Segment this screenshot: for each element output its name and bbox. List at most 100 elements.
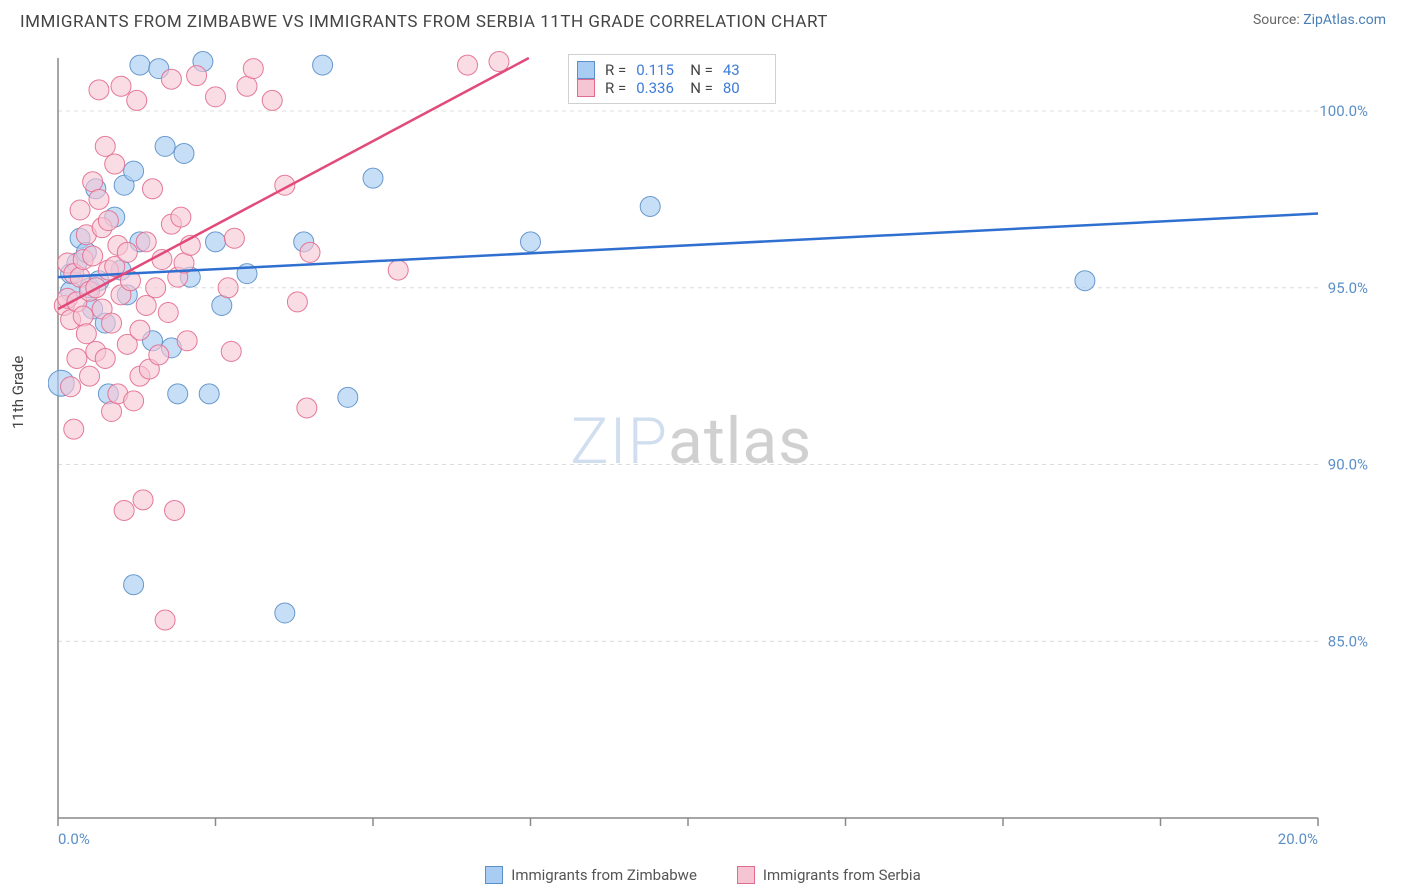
swatch-zimbabwe: [577, 61, 595, 79]
data-point-zimbabwe: [155, 136, 175, 156]
swatch-serbia: [577, 79, 595, 97]
trend-line-zimbabwe: [58, 214, 1318, 278]
source-link[interactable]: ZipAtlas.com: [1303, 12, 1386, 28]
data-point-serbia: [187, 66, 207, 86]
svg-text:100.0%: 100.0%: [1319, 102, 1368, 120]
data-point-serbia: [237, 76, 257, 96]
data-point-serbia: [73, 306, 93, 326]
data-point-serbia: [89, 80, 109, 100]
data-point-serbia: [102, 313, 122, 333]
data-point-serbia: [83, 246, 103, 266]
data-point-serbia: [262, 90, 282, 110]
data-point-zimbabwe: [124, 575, 144, 595]
data-point-zimbabwe: [174, 143, 194, 163]
data-point-serbia: [70, 200, 90, 220]
data-point-serbia: [146, 278, 166, 298]
bottom-legend: Immigrants from Zimbabwe Immigrants from …: [0, 866, 1406, 884]
stat-row-zimbabwe: R = 0.115 N = 43: [577, 61, 767, 79]
chart-area: 11th Grade 85.0%90.0%95.0%100.0%0.0%20.0…: [48, 48, 1386, 852]
data-point-serbia: [143, 179, 163, 199]
stat-r-value: 0.336: [636, 79, 680, 97]
data-point-zimbabwe: [124, 161, 144, 181]
data-point-zimbabwe: [199, 384, 219, 404]
svg-text:95.0%: 95.0%: [1328, 279, 1368, 297]
data-point-serbia: [117, 242, 137, 262]
data-point-serbia: [133, 490, 153, 510]
data-point-serbia: [124, 391, 144, 411]
legend-item-serbia: Immigrants from Serbia: [737, 866, 921, 884]
data-point-zimbabwe: [521, 232, 541, 252]
stat-n-label: N =: [690, 61, 713, 79]
data-point-serbia: [95, 348, 115, 368]
data-point-serbia: [76, 324, 96, 344]
data-point-zimbabwe: [206, 232, 226, 252]
data-point-zimbabwe: [212, 295, 232, 315]
data-point-serbia: [158, 303, 178, 323]
svg-text:0.0%: 0.0%: [58, 830, 90, 848]
chart-title: IMMIGRANTS FROM ZIMBABWE VS IMMIGRANTS F…: [20, 12, 828, 32]
data-point-serbia: [177, 331, 197, 351]
data-point-serbia: [114, 500, 134, 520]
legend-swatch-serbia: [737, 866, 755, 884]
data-point-serbia: [111, 76, 131, 96]
svg-text:85.0%: 85.0%: [1328, 632, 1368, 650]
data-point-zimbabwe: [275, 603, 295, 623]
data-point-zimbabwe: [168, 384, 188, 404]
data-point-zimbabwe: [130, 55, 150, 75]
data-point-serbia: [221, 341, 241, 361]
svg-text:90.0%: 90.0%: [1328, 456, 1368, 474]
data-point-serbia: [224, 228, 244, 248]
legend-item-zimbabwe: Immigrants from Zimbabwe: [485, 866, 697, 884]
data-point-zimbabwe: [313, 55, 333, 75]
data-point-serbia: [458, 55, 478, 75]
legend-swatch-zimbabwe: [485, 866, 503, 884]
data-point-serbia: [61, 377, 81, 397]
data-point-serbia: [243, 59, 263, 79]
data-point-serbia: [83, 172, 103, 192]
stat-n-value: 43: [723, 61, 767, 79]
data-point-serbia: [80, 366, 100, 386]
data-point-serbia: [171, 207, 191, 227]
data-point-serbia: [161, 69, 181, 89]
data-point-serbia: [287, 292, 307, 312]
data-point-zimbabwe: [640, 196, 660, 216]
stat-row-serbia: R = 0.336 N = 80: [577, 79, 767, 97]
data-point-serbia: [300, 242, 320, 262]
data-point-zimbabwe: [338, 387, 358, 407]
chart-header: IMMIGRANTS FROM ZIMBABWE VS IMMIGRANTS F…: [0, 0, 1406, 40]
source-label: Source: ZipAtlas.com: [1253, 12, 1386, 28]
data-point-zimbabwe: [1075, 271, 1095, 291]
svg-text:20.0%: 20.0%: [1278, 830, 1318, 848]
data-point-serbia: [64, 419, 84, 439]
data-point-serbia: [218, 278, 238, 298]
data-point-serbia: [165, 500, 185, 520]
y-axis-label: 11th Grade: [9, 356, 27, 429]
legend-label-serbia: Immigrants from Serbia: [763, 866, 921, 884]
data-point-zimbabwe: [363, 168, 383, 188]
data-point-serbia: [127, 90, 147, 110]
data-point-serbia: [206, 87, 226, 107]
data-point-serbia: [98, 211, 118, 231]
data-point-serbia: [89, 189, 109, 209]
data-point-serbia: [105, 154, 125, 174]
data-point-serbia: [489, 52, 509, 72]
stat-r-label: R =: [605, 61, 626, 79]
scatter-plot-svg: 85.0% 90.0% 95.0% 100.0% 0.0% 20.0%: [48, 48, 1386, 852]
stat-n-value: 80: [723, 79, 767, 97]
stat-n-label: N =: [690, 79, 713, 97]
stat-r-value: 0.115: [636, 61, 680, 79]
correlation-stat-box: R = 0.115 N = 43 R = 0.336 N = 80: [568, 54, 776, 104]
data-point-serbia: [136, 295, 156, 315]
source-prefix: Source:: [1253, 12, 1303, 28]
data-point-serbia: [130, 320, 150, 340]
data-point-serbia: [67, 348, 87, 368]
data-point-serbia: [297, 398, 317, 418]
data-point-serbia: [149, 345, 169, 365]
data-point-serbia: [95, 136, 115, 156]
data-point-serbia: [102, 401, 122, 421]
data-point-serbia: [388, 260, 408, 280]
data-point-serbia: [155, 610, 175, 630]
legend-label-zimbabwe: Immigrants from Zimbabwe: [511, 866, 697, 884]
stat-r-label: R =: [605, 79, 626, 97]
data-point-serbia: [136, 232, 156, 252]
